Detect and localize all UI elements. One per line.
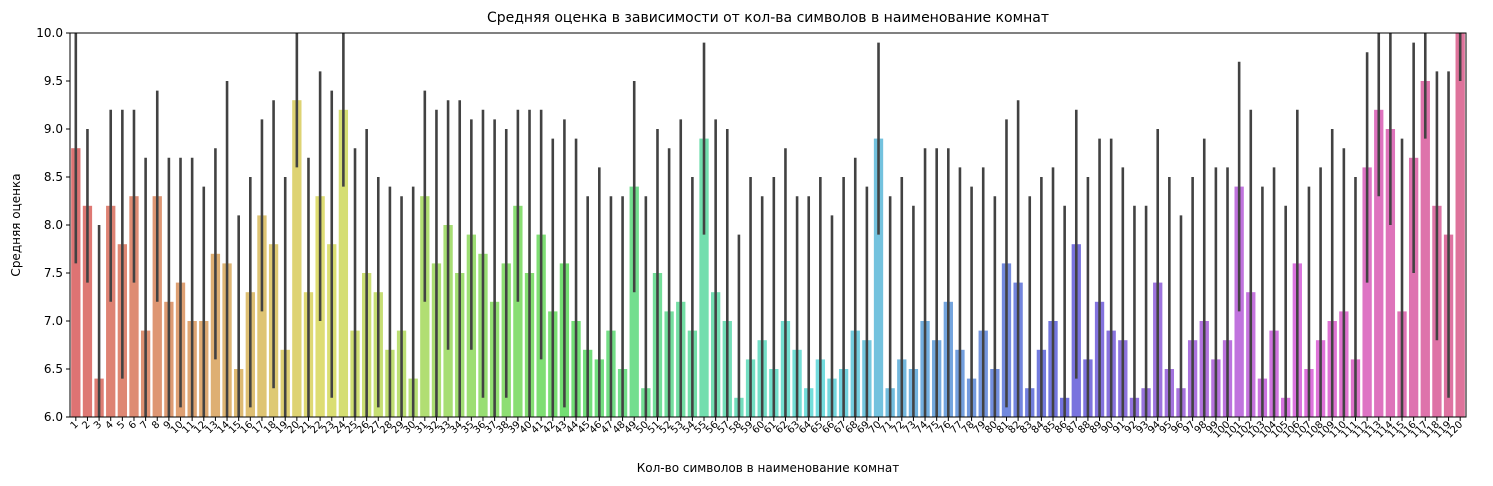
bar: [338, 109, 349, 417]
x-tick-label: 1: [69, 419, 81, 431]
bar: [420, 196, 430, 417]
y-tick-label: 6.0: [44, 410, 63, 424]
bar: [71, 148, 81, 417]
y-tick-label: 7.5: [44, 266, 63, 280]
x-tick-label: 6: [127, 419, 139, 431]
axes: 1 2 3 4 5 6 7 8 91011121314151617181920212223242…: [36, 26, 1467, 441]
bar: [82, 205, 93, 417]
bar: [292, 100, 302, 417]
bar: [129, 196, 139, 417]
bar: [1408, 157, 1419, 417]
bar: [629, 186, 639, 417]
y-tick-label: 9.0: [44, 122, 63, 136]
y-tick-label: 6.5: [44, 362, 63, 376]
y-tick-label: 8.0: [44, 218, 63, 232]
x-tick-label: 8: [150, 419, 162, 431]
bar: [1374, 109, 1384, 417]
bar: [873, 138, 884, 417]
x-axis-label: Кол-во символов в наименование комнат: [637, 461, 899, 475]
x-tick-label: 7: [138, 419, 150, 431]
bar: [1385, 129, 1396, 417]
plot-area: [71, 33, 1465, 417]
bar: [106, 205, 116, 417]
y-tick-label: 8.5: [44, 170, 63, 184]
y-tick-label: 10.0: [36, 26, 63, 40]
y-tick-label: 7.0: [44, 314, 63, 328]
bar: [152, 196, 162, 417]
bar: [1420, 81, 1430, 417]
bar: [1455, 33, 1465, 417]
y-axis-label: Средняя оценка: [9, 173, 23, 276]
bar: [1362, 167, 1372, 417]
chart-title: Средняя оценка в зависимости от кол-ва с…: [487, 10, 1049, 26]
x-tick-label: 2: [80, 419, 92, 431]
bar: [513, 205, 523, 417]
y-tick-label: 9.5: [44, 74, 63, 88]
bar: [699, 138, 709, 417]
bar: [257, 215, 267, 417]
plot-frame: [69, 32, 1467, 418]
x-tick-label: 3: [92, 419, 104, 431]
x-tick-label: 4: [104, 419, 116, 431]
x-tick-label: 5: [115, 419, 127, 431]
